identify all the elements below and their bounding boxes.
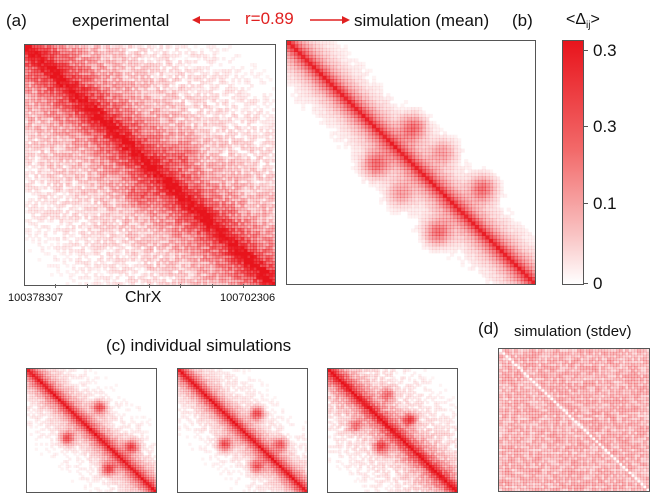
colorbar-title-end: > [590,11,600,28]
colorbar-tick-label: 0.1 [593,194,617,213]
panel-b-title: simulation (mean) [354,11,490,30]
axis-tick [86,284,88,288]
colorbar-tick-label: 0 [593,274,603,293]
colorbar-tick-label: 0.3 [593,41,617,60]
axis-tick [117,284,119,288]
panel-b-label: (b) [512,11,533,30]
colorbar-tick-label: 0.3 [593,117,617,136]
individual-simulation-map [26,368,157,493]
panel-a-label: (a) [6,11,27,30]
correlation-value: r=0.89 [245,9,294,28]
axis-tick [242,284,244,288]
axis-tick [149,284,150,288]
individual-simulation-map [177,368,308,493]
simulation-stdev-map [498,348,650,492]
colorbar-title-sub: ij [586,20,591,32]
x-axis-label: ChrX [125,289,162,306]
colorbar-tick [583,203,588,204]
axis-tick [211,284,213,288]
simulation-mean-contact-map [286,40,536,285]
panel-a-title: experimental [72,11,170,30]
colorbar-tick [583,50,588,51]
individual-simulation-map [327,368,458,493]
colorbar-title: <Δij> [566,12,600,31]
colorbar-tick [583,126,588,127]
experimental-contact-map [24,44,276,286]
colorbar-title-text: <Δ [566,11,587,28]
correlation-arrows [192,16,350,24]
colorbar [562,40,584,285]
colorbar-tick [583,283,588,284]
panel-d-label: (d) [478,319,499,338]
axis-tick [180,284,182,288]
x-start-label: 100378307 [8,292,64,304]
panel-d-title: simulation (stdev) [514,323,632,340]
panel-c-label: (c) individual simulations [106,336,292,355]
x-end-label: 100702306 [220,292,276,304]
axis-tick [55,284,57,288]
